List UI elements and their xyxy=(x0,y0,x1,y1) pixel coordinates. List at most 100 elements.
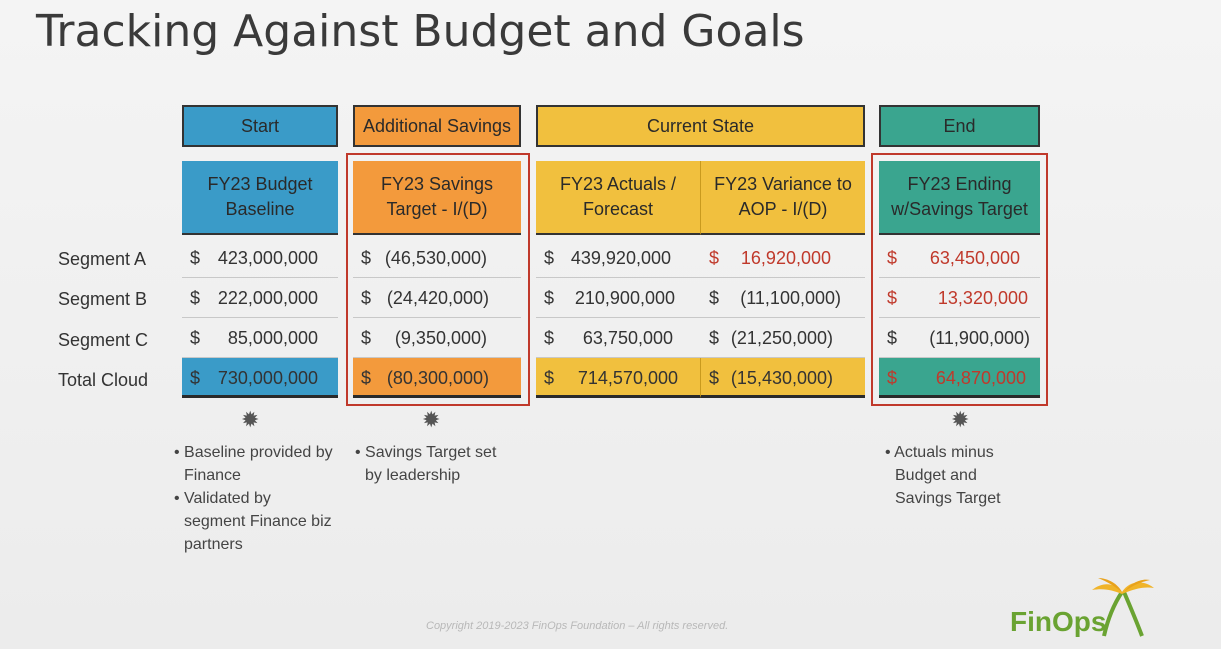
cell-value: 13,320,000 xyxy=(937,288,1028,308)
cell-value: (21,250,000) xyxy=(730,328,833,348)
currency-sign: $ xyxy=(709,368,720,388)
table-cell: $222,000,000 xyxy=(182,278,338,318)
cell-value: 210,900,000 xyxy=(574,288,675,308)
col-variance-line1: FY23 Variance to xyxy=(714,174,852,194)
cell-value: 714,570,000 xyxy=(577,368,678,388)
currency-sign: $ xyxy=(361,288,372,308)
note-text: Savings Target set by leadership xyxy=(365,444,497,484)
table-cell: $ (46,530,000) xyxy=(353,238,521,278)
col-ending-line2: w/Savings Target xyxy=(891,199,1028,219)
cell-value: (11,900,000) xyxy=(929,328,1030,348)
table-cell: $16,920,000 xyxy=(701,238,865,278)
header-end: End xyxy=(879,105,1040,147)
gear-icon: ✹ xyxy=(241,407,260,432)
notes-savings: • Savings Target set by leadership xyxy=(355,441,515,487)
table-cell: $439,920,000 xyxy=(536,238,701,278)
table-cell: $ (11,100,000) xyxy=(701,278,865,318)
cell-value: 63,750,000 xyxy=(582,328,673,348)
currency-sign: $ xyxy=(190,368,201,388)
table-cell: $ (11,900,000) xyxy=(879,318,1040,358)
currency-sign: $ xyxy=(544,248,555,268)
col-variance-line2: AOP - I/(D) xyxy=(738,199,828,219)
col-savings-target: FY23 Savings Target - I/(D) xyxy=(353,161,521,235)
col-actuals-forecast: FY23 Actuals / Forecast xyxy=(536,161,701,235)
row-label-segment-c: Segment C xyxy=(58,330,149,350)
note-text: Actuals minus Budget and Savings Target xyxy=(894,444,1001,507)
table-cell: $423,000,000 xyxy=(182,238,338,278)
currency-sign: $ xyxy=(887,248,898,268)
cell-value: 222,000,000 xyxy=(217,288,318,308)
note-item: • Actuals minus Budget and Savings Targe… xyxy=(885,444,1001,507)
header-current-state: Current State xyxy=(536,105,865,147)
col-actuals-line2: Forecast xyxy=(582,199,654,219)
table-cell: $ (9,350,000) xyxy=(353,318,521,358)
note-text: Baseline provided by Finance xyxy=(184,444,333,484)
cell-value: 16,920,000 xyxy=(740,248,831,268)
palm-tree-icon xyxy=(1092,578,1154,637)
note-item: • Savings Target set by leadership xyxy=(355,444,497,484)
currency-sign: $ xyxy=(887,368,898,388)
table-cell: $ (24,420,000) xyxy=(353,278,521,318)
col-budget-line1: FY23 Budget xyxy=(207,174,313,194)
table-cell: $ (15,430,000) xyxy=(701,358,865,398)
table-cell: $64,870,000 xyxy=(879,358,1040,398)
currency-sign: $ xyxy=(190,248,201,268)
note-item: • Baseline provided by Finance xyxy=(174,444,333,484)
cell-value: 85,000,000 xyxy=(227,328,318,348)
table-cell: $ (21,250,000) xyxy=(701,318,865,358)
note-text: Validated by segment Finance biz partner… xyxy=(184,490,332,553)
cell-value: 439,920,000 xyxy=(570,248,671,268)
header-start: Start xyxy=(182,105,338,147)
highlight-box-savings xyxy=(346,153,530,406)
cell-value: 423,000,000 xyxy=(217,248,318,268)
cell-value: 63,450,000 xyxy=(929,248,1020,268)
col-budget-baseline: FY23 Budget Baseline xyxy=(182,161,338,235)
header-additional-savings: Additional Savings xyxy=(353,105,521,147)
gear-icon: ✹ xyxy=(422,407,441,432)
currency-sign: $ xyxy=(190,288,201,308)
page-title: Tracking Against Budget and Goals xyxy=(36,6,805,57)
col-ending-savings: FY23 Ending w/Savings Target xyxy=(879,161,1040,235)
cell-value: 730,000,000 xyxy=(217,368,318,388)
note-item: • Validated by segment Finance biz partn… xyxy=(174,490,332,553)
row-label-segment-b: Segment B xyxy=(58,289,148,309)
currency-sign: $ xyxy=(544,288,555,308)
table-cell: $63,750,000 xyxy=(536,318,701,358)
cell-value: (46,530,000) xyxy=(384,248,487,268)
cell-value: (24,420,000) xyxy=(386,288,489,308)
currency-sign: $ xyxy=(709,288,720,308)
cell-value: (15,430,000) xyxy=(730,368,833,388)
highlight-box-ending xyxy=(871,153,1048,406)
table-cell: $13,320,000 xyxy=(879,278,1040,318)
cell-value: 64,870,000 xyxy=(935,368,1026,388)
row-label-segment-a: Segment A xyxy=(58,249,147,269)
table-cell: $714,570,000 xyxy=(536,358,701,398)
copyright-text: Copyright 2019-2023 FinOps Foundation – … xyxy=(426,620,729,632)
currency-sign: $ xyxy=(544,328,555,348)
table-cell: $730,000,000 xyxy=(182,358,338,398)
col-ending-line1: FY23 Ending xyxy=(907,174,1012,194)
table-cell: $210,900,000 xyxy=(536,278,701,318)
col-savings-line2: Target - I/(D) xyxy=(386,199,488,219)
cell-value: (9,350,000) xyxy=(394,328,487,348)
table-cell: $85,000,000 xyxy=(182,318,338,358)
notes-end: • Actuals minus Budget and Savings Targe… xyxy=(885,441,1015,510)
currency-sign: $ xyxy=(887,288,898,308)
logo-text: FinOps xyxy=(1010,606,1107,637)
currency-sign: $ xyxy=(887,328,898,348)
table-cell: $ (80,300,000) xyxy=(353,358,521,398)
currency-sign: $ xyxy=(190,328,201,348)
currency-sign: $ xyxy=(709,248,720,268)
currency-sign: $ xyxy=(361,368,372,388)
cell-value: (80,300,000) xyxy=(386,368,489,388)
currency-sign: $ xyxy=(709,328,720,348)
col-variance-aop: FY23 Variance to AOP - I/(D) xyxy=(701,161,865,235)
gear-icon: ✹ xyxy=(951,407,970,432)
finops-logo: FinOps xyxy=(1010,578,1154,638)
col-actuals-line1: FY23 Actuals / xyxy=(559,174,677,194)
currency-sign: $ xyxy=(544,368,555,388)
currency-sign: $ xyxy=(361,328,372,348)
currency-sign: $ xyxy=(361,248,372,268)
row-label-total-cloud: Total Cloud xyxy=(58,370,149,390)
notes-start: • Baseline provided by Finance • Validat… xyxy=(174,441,334,556)
